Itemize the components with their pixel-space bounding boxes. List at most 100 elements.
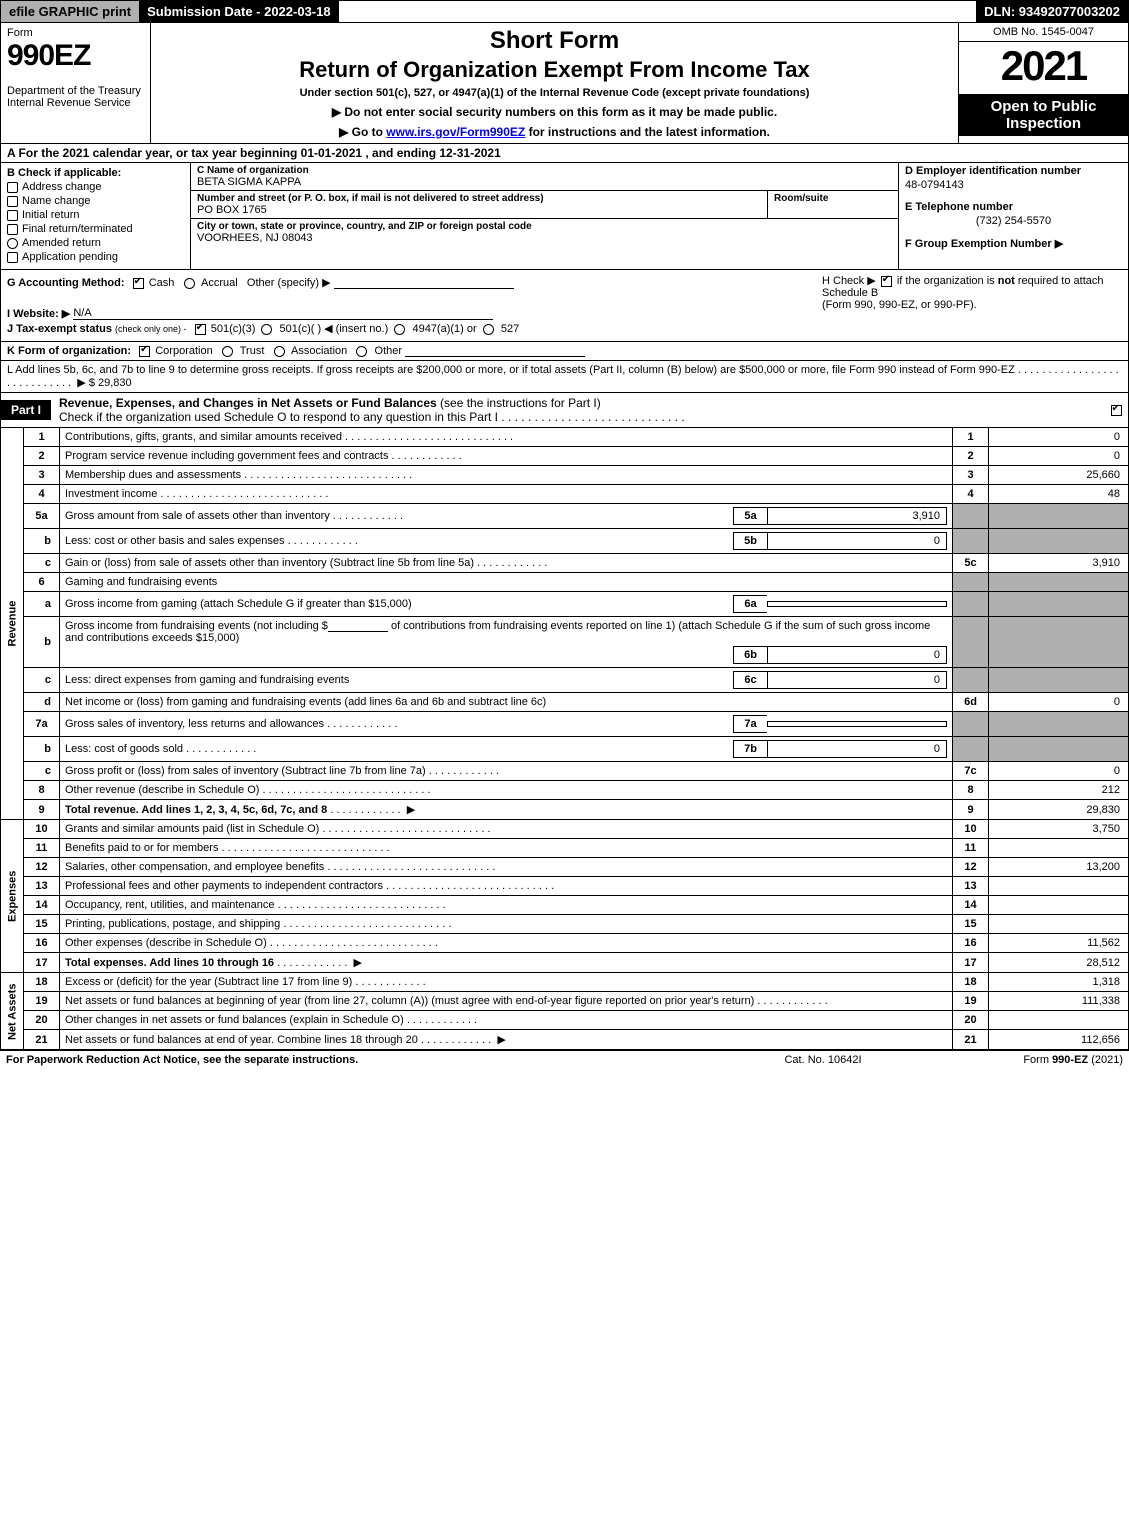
l3-amt: 25,660 [989, 466, 1129, 485]
part-i-checkbox[interactable] [1111, 405, 1122, 416]
l13-amt [989, 877, 1129, 896]
l6b-box-val: 0 [767, 646, 947, 664]
form-header: Form 990EZ Department of the Treasury In… [0, 23, 1129, 144]
l15-desc: Printing, publications, postage, and shi… [60, 915, 953, 934]
l18-amt: 1,318 [989, 973, 1129, 992]
l11-num: 11 [24, 839, 60, 858]
l8-rnum: 8 [953, 781, 989, 800]
row-12: 12 Salaries, other compensation, and emp… [1, 858, 1129, 877]
l21-desc: Net assets or fund balances at end of ye… [60, 1030, 953, 1050]
part-i-dots [501, 410, 684, 424]
open-to-public: Open to Public Inspection [959, 94, 1128, 136]
l6a-box-lbl: 6a [733, 595, 767, 613]
k-opt-2-check[interactable] [274, 346, 285, 357]
g-cash-check[interactable] [133, 278, 144, 289]
revenue-vertical-label: Revenue [1, 428, 24, 820]
b-opt-name-change[interactable]: Name change [7, 195, 184, 207]
row-14: 14 Occupancy, rent, utilities, and maint… [1, 896, 1129, 915]
l6-num: 6 [24, 573, 60, 592]
l6a-num: a [24, 592, 60, 617]
instruction-2: ▶ Go to www.irs.gov/Form990EZ for instru… [159, 125, 950, 139]
section-bcdef: B Check if applicable: Address change Na… [0, 163, 1129, 270]
b-opt-address-change[interactable]: Address change [7, 181, 184, 193]
row-6b: b Gross income from fundraising events (… [1, 617, 1129, 668]
l6b-desc: Gross income from fundraising events (no… [65, 620, 947, 644]
l13-desc: Professional fees and other payments to … [60, 877, 953, 896]
l13-rnum: 13 [953, 877, 989, 896]
k-other-blank [405, 356, 585, 357]
l7a-box-val [767, 721, 947, 727]
irs-link[interactable]: www.irs.gov/Form990EZ [386, 125, 525, 139]
row-19: 19 Net assets or fund balances at beginn… [1, 992, 1129, 1011]
l5c-num: c [24, 554, 60, 573]
l5b-box-lbl: 5b [733, 532, 767, 550]
j-opt-2-check[interactable] [394, 324, 405, 335]
d-value: 48-0794143 [905, 177, 1122, 197]
l2-num: 2 [24, 447, 60, 466]
c-name-label: C Name of organization [197, 165, 892, 176]
b-opt-initial-return[interactable]: Initial return [7, 209, 184, 221]
dln-cell: DLN: 93492077003202 [976, 1, 1128, 22]
b-opt-final-return[interactable]: Final return/terminated [7, 223, 184, 235]
k-opt-1: Trust [240, 345, 265, 357]
department-label: Department of the Treasury Internal Reve… [7, 85, 144, 109]
l14-rnum: 14 [953, 896, 989, 915]
l14-amt [989, 896, 1129, 915]
k-opt-0: Corporation [155, 345, 212, 357]
row-11: 11 Benefits paid to or for members 11 [1, 839, 1129, 858]
l4-desc: Investment income [60, 485, 953, 504]
l8-num: 8 [24, 781, 60, 800]
line-k: K Form of organization: Corporation Trus… [0, 342, 1129, 361]
d-label: D Employer identification number [905, 165, 1122, 177]
h-checkbox[interactable] [881, 276, 892, 287]
l7a-desc: Gross sales of inventory, less returns a… [65, 718, 733, 730]
l7a-amt [989, 712, 1129, 737]
l6c-num: c [24, 668, 60, 693]
l21-amt: 112,656 [989, 1030, 1129, 1050]
j-opt-1-check[interactable] [261, 324, 272, 335]
l14-num: 14 [24, 896, 60, 915]
k-opt-0-check[interactable] [139, 346, 150, 357]
k-opt-1-check[interactable] [222, 346, 233, 357]
l9-rnum: 9 [953, 800, 989, 820]
b-opt-application-pending[interactable]: Application pending [7, 251, 184, 263]
row-18: Net Assets 18 Excess or (deficit) for th… [1, 973, 1129, 992]
row-5c: c Gain or (loss) from sale of assets oth… [1, 554, 1129, 573]
l7a-desc-cell: Gross sales of inventory, less returns a… [60, 712, 953, 737]
b-opt-amended-return[interactable]: Amended return [7, 237, 184, 249]
row-7a: 7a Gross sales of inventory, less return… [1, 712, 1129, 737]
l18-desc: Excess or (deficit) for the year (Subtra… [60, 973, 953, 992]
j-opt-0-check[interactable] [195, 324, 206, 335]
k-opt-3-check[interactable] [356, 346, 367, 357]
instr2-post: for instructions and the latest informat… [525, 125, 770, 139]
page-footer: For Paperwork Reduction Act Notice, see … [0, 1050, 1129, 1069]
l6c-rnum [953, 668, 989, 693]
row-15: 15 Printing, publications, postage, and … [1, 915, 1129, 934]
l5a-amt [989, 504, 1129, 529]
h-not: not [998, 275, 1015, 287]
org-name: BETA SIGMA KAPPA [197, 176, 892, 188]
l3-desc: Membership dues and assessments [60, 466, 953, 485]
g-accrual-check[interactable] [184, 278, 195, 289]
l18-num: 18 [24, 973, 60, 992]
form-subtitle: Under section 501(c), 527, or 4947(a)(1)… [159, 87, 950, 99]
c-city-label: City or town, state or province, country… [197, 221, 892, 232]
l6b-rnum [953, 617, 989, 668]
b-opt-1-label: Name change [22, 195, 91, 207]
l7b-desc: Less: cost of goods sold [65, 743, 733, 755]
expenses-vertical-label: Expenses [1, 820, 24, 973]
efile-print-cell: efile GRAPHIC print [1, 1, 139, 22]
l6c-amt [989, 668, 1129, 693]
j-opt-3-check[interactable] [483, 324, 494, 335]
l18-rnum: 18 [953, 973, 989, 992]
j-note: (check only one) - [115, 324, 187, 334]
e-label: E Telephone number [905, 201, 1122, 213]
i-label: I Website: ▶ [7, 308, 70, 320]
row-7c: c Gross profit or (loss) from sales of i… [1, 762, 1129, 781]
footer-center: Cat. No. 10642I [723, 1054, 923, 1066]
l6c-box-lbl: 6c [733, 671, 767, 689]
l6a-desc: Gross income from gaming (attach Schedul… [65, 598, 733, 610]
tax-year: 2021 [959, 42, 1128, 94]
l20-rnum: 20 [953, 1011, 989, 1030]
l4-rnum: 4 [953, 485, 989, 504]
